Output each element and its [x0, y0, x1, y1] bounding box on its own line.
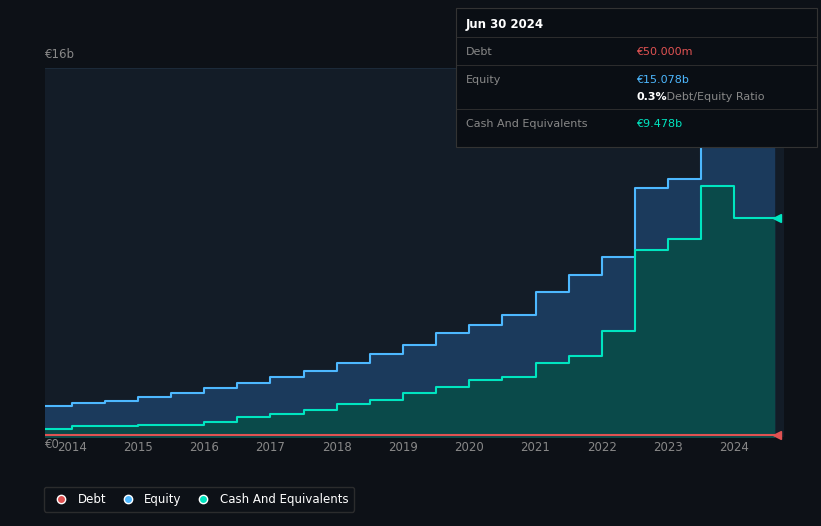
Text: €50.000m: €50.000m — [636, 47, 693, 57]
Text: Debt: Debt — [466, 47, 493, 57]
Text: €15.078b: €15.078b — [636, 75, 689, 85]
Text: Equity: Equity — [466, 75, 501, 85]
Text: €16b: €16b — [45, 48, 76, 61]
Text: €0: €0 — [45, 438, 60, 451]
Text: Debt/Equity Ratio: Debt/Equity Ratio — [663, 92, 765, 102]
Legend: Debt, Equity, Cash And Equivalents: Debt, Equity, Cash And Equivalents — [44, 487, 354, 512]
Text: Jun 30 2024: Jun 30 2024 — [466, 18, 544, 31]
Text: €9.478b: €9.478b — [636, 119, 682, 129]
Text: Cash And Equivalents: Cash And Equivalents — [466, 119, 587, 129]
Text: 0.3%: 0.3% — [636, 92, 667, 102]
